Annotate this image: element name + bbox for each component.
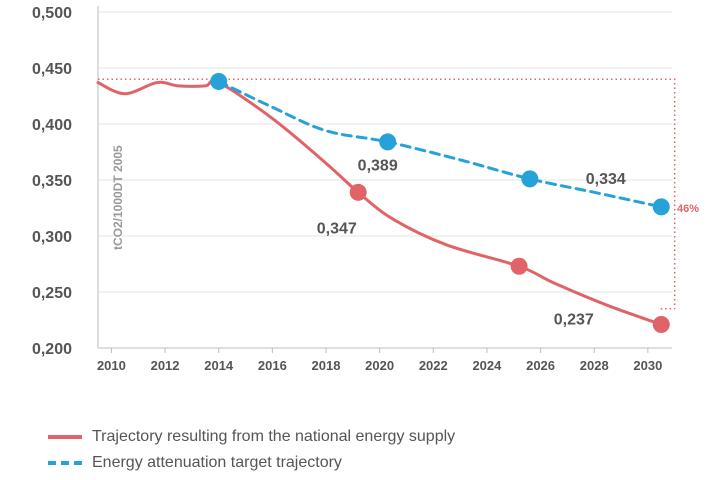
national-supply-point: [652, 315, 670, 333]
reduction-percent-label: 46%: [677, 203, 699, 215]
attenuation-target-point: [652, 198, 670, 216]
y-tick-label: 0,500: [32, 5, 72, 22]
data-label: 0,237: [554, 312, 594, 329]
chart: 0,200 0,250 0,300 0,350 0,400 0,450 0,500 2010…: [32, 5, 699, 373]
x-tick-labels: 2010 2012 2014 2016 2018 2020 2022 2024 2026 2028…: [97, 358, 662, 373]
y-tick-label: 0,350: [32, 173, 72, 190]
y-tick-label: 0,450: [32, 61, 72, 78]
legend-solid-line-swatch: [48, 435, 82, 439]
reference-dotted-line: [98, 78, 676, 309]
attenuation-target-point: [521, 170, 539, 188]
series: [96, 79, 663, 326]
national-supply-point: [349, 183, 367, 201]
legend-item-attenuation-target: Energy attenuation target trajectory: [48, 450, 455, 476]
x-tick-label: 2028: [580, 358, 609, 373]
x-tick-label: 2026: [526, 358, 555, 373]
attenuation-target-point: [379, 133, 397, 151]
legend-label: Trajectory resulting from the national e…: [92, 428, 456, 445]
x-tick-label: 2020: [365, 358, 394, 373]
national-supply-point: [510, 257, 528, 275]
data-label: 0,389: [358, 157, 398, 174]
x-tick-label: 2010: [97, 358, 126, 373]
national-supply-line: [96, 79, 663, 326]
x-tick-label: 2016: [258, 358, 287, 373]
y-tick-labels: 0,200 0,250 0,300 0,350 0,400 0,450 0,500: [32, 5, 72, 358]
y-tick-label: 0,400: [32, 117, 72, 134]
x-tick-label: 2022: [419, 358, 448, 373]
axes: [97, 6, 672, 353]
legend: Trajectory resulting from the national e…: [48, 424, 455, 476]
y-tick-label: 0,300: [32, 229, 72, 246]
legend-dashed-line-swatch: [48, 461, 82, 465]
x-tick-label: 2014: [204, 358, 234, 373]
gridlines: [98, 11, 672, 293]
reference-lines: [98, 78, 676, 310]
attenuation-target-line: [217, 79, 663, 209]
data-label: 0,334: [586, 171, 626, 188]
x-tick-label: 2018: [312, 358, 341, 373]
y-tick-label: 0,200: [32, 341, 72, 358]
x-tick-label: 2012: [151, 358, 180, 373]
legend-label: Energy attenuation target trajectory: [92, 454, 342, 471]
data-labels: 0,389 0,347 0,334 0,237: [317, 157, 626, 328]
y-axis-label: tCO2/1000DT 2005: [111, 145, 125, 250]
x-tick-label: 2024: [472, 358, 502, 373]
data-label: 0,347: [317, 220, 357, 237]
y-tick-label: 0,250: [32, 285, 72, 302]
attenuation-target-point: [210, 72, 228, 90]
markers: [210, 72, 670, 333]
x-tick-label: 2030: [633, 358, 662, 373]
legend-item-national-supply: Trajectory resulting from the national e…: [48, 424, 455, 450]
